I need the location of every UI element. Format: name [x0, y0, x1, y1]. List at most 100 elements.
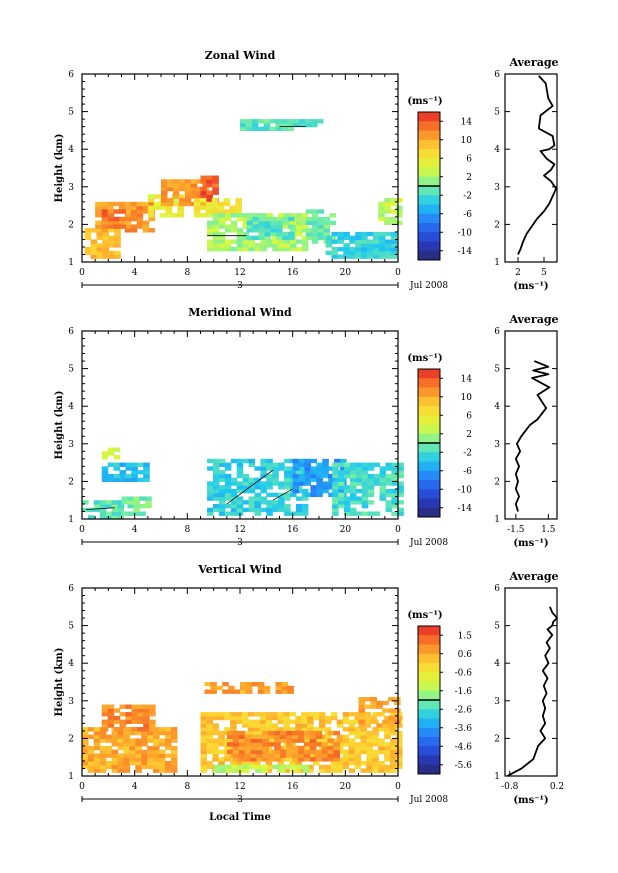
colorbar-swatch	[418, 369, 440, 379]
heatmap-cell	[303, 757, 311, 762]
heatmap-cell	[333, 745, 341, 751]
heatmap-cell	[385, 500, 393, 505]
heatmap-cell	[108, 243, 115, 248]
heatmap-cell	[93, 507, 101, 513]
heatmap-cell	[266, 458, 273, 464]
heatmap-cell	[111, 507, 119, 513]
heatmap-cell	[327, 730, 335, 736]
heatmap-cell	[394, 708, 401, 713]
heatmap-cell	[310, 470, 317, 475]
heatmap-cell	[230, 213, 238, 218]
heatmap-cell	[147, 764, 154, 770]
heatmap-cell	[337, 231, 344, 237]
heatmap-cell	[370, 700, 377, 706]
heatmap-cell	[240, 682, 247, 687]
heatmap-cell	[311, 209, 319, 214]
heatmap-cell	[355, 466, 363, 471]
avg-y-tick-label: 5	[494, 108, 500, 118]
heatmap-cell	[170, 734, 178, 739]
heatmap-cell	[255, 764, 262, 770]
heatmap-cell	[354, 715, 362, 721]
heatmap-cell	[113, 727, 121, 732]
heatmap-cell	[354, 745, 362, 751]
heatmap-cell	[127, 503, 134, 509]
heatmap-cell	[327, 753, 335, 758]
heatmap-cell	[336, 757, 344, 762]
heatmap-cell	[108, 254, 115, 259]
heatmap-cell	[361, 492, 369, 498]
heatmap-cell	[361, 477, 369, 482]
y-tick-label: 1	[68, 772, 74, 782]
heatmap-cell	[196, 190, 204, 195]
heatmap-cell	[170, 764, 178, 770]
heatmap-cell	[164, 730, 172, 736]
heatmap-cell	[217, 205, 225, 210]
heatmap-cell	[193, 213, 201, 218]
heatmap-cell	[112, 201, 120, 207]
heatmap-cell	[161, 198, 168, 203]
heatmap-cell	[213, 470, 220, 475]
heatmap-cell	[315, 753, 323, 758]
heatmap-cell	[119, 712, 127, 717]
heatmap-cell	[200, 757, 208, 762]
heatmap-cell	[396, 734, 403, 739]
heatmap-cell	[390, 760, 397, 766]
colorbar-tick-label: 0.6	[458, 650, 473, 660]
heatmap-cell	[355, 488, 363, 494]
heatmap-cell	[336, 719, 344, 724]
avg-y-tick-label: 2	[494, 477, 500, 487]
heatmap-cell	[107, 205, 114, 210]
avg-x-tick-label: 1.5	[541, 525, 556, 535]
heatmap-cell	[361, 466, 369, 471]
heatmap-cell	[99, 507, 107, 513]
heatmap-cell	[101, 477, 109, 482]
heatmap-cell	[213, 228, 220, 233]
heatmap-cell	[224, 511, 232, 516]
heatmap-cell	[82, 757, 89, 762]
heatmap-cell	[101, 708, 109, 713]
heatmap-cell	[170, 760, 178, 766]
heatmap-cell	[384, 201, 391, 207]
heatmap-cell	[286, 753, 293, 758]
heatmap-cell	[349, 477, 357, 482]
heatmap-cell	[87, 749, 95, 755]
y-tick-label: 5	[68, 108, 74, 118]
heatmap-cell	[232, 745, 240, 751]
heatmap-cell	[262, 742, 269, 747]
avg-y-tick-label: 6	[494, 584, 500, 594]
heatmap-cell	[212, 730, 219, 736]
heatmap-cell	[316, 485, 323, 490]
heatmap-cell	[295, 470, 303, 475]
heatmap-cell	[224, 485, 232, 490]
heatmap-cell	[349, 239, 356, 244]
heatmap-cell	[278, 213, 285, 218]
heatmap-cell	[153, 742, 160, 747]
heatmap-cell	[379, 466, 387, 471]
heatmap-cell	[242, 213, 250, 218]
heatmap-cell	[207, 492, 214, 498]
heatmap-cell	[338, 492, 345, 498]
heatmap-cell	[301, 488, 309, 494]
heatmap-cell	[218, 473, 226, 479]
heatmap-cell	[344, 470, 351, 475]
heatmap-cell	[148, 216, 156, 222]
heatmap-cell	[240, 689, 247, 694]
heatmap-cell	[390, 768, 397, 773]
heatmap-cell	[295, 496, 303, 501]
heatmap-cell	[117, 734, 125, 739]
heatmap-cell	[322, 473, 329, 479]
x-tick-label: 20	[340, 268, 352, 278]
heatmap-cell	[332, 496, 339, 501]
heatmap-cell	[309, 749, 317, 755]
heatmap-cell	[135, 753, 142, 758]
heatmap-cell	[236, 496, 244, 501]
heatmap-cell	[114, 228, 121, 233]
heatmap-cell	[125, 719, 132, 724]
heatmap-cell	[218, 243, 226, 248]
heatmap-cell	[107, 719, 115, 724]
heatmap-cell	[397, 485, 404, 490]
avg-y-tick-label: 1	[494, 258, 500, 268]
colorbar-swatch	[418, 718, 440, 729]
heatmap-cell	[391, 473, 398, 479]
heatmap-cell	[358, 700, 366, 706]
